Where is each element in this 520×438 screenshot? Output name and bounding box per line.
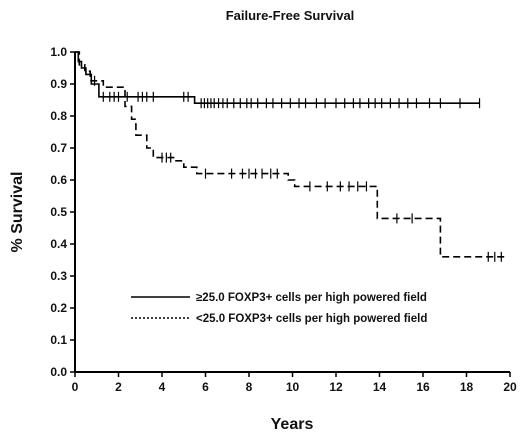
y-tick-label: 0.0: [50, 365, 67, 379]
survival-curve-high: [75, 51, 480, 104]
y-tick-label: 0.7: [50, 141, 67, 155]
y-tick-label: 0.9: [50, 77, 67, 91]
y-tick-label: 0.8: [50, 109, 67, 123]
x-tick-label: 18: [460, 380, 474, 394]
legend: ≥25.0 FOXP3+ cells per high powered fiel…: [131, 292, 427, 325]
legend-label-low: <25.0 FOXP3+ cells per high powered fiel…: [196, 313, 427, 325]
survival-curve-low: [75, 51, 506, 258]
x-axis-ticks: 0 2 4 6 8 10 12 14 16 18 20: [72, 372, 517, 394]
x-tick-label: 4: [159, 380, 166, 394]
x-tick-label: 0: [72, 380, 79, 394]
y-tick-label: 0.6: [50, 173, 67, 187]
y-axis-title: % Survival: [9, 172, 26, 253]
y-tick-label: 0.3: [50, 269, 67, 283]
y-axis-ticks: 0.0 0.1 0.2 0.3 0.4 0.5 0.6 0.7 0.8 0.9 1.0: [50, 45, 75, 379]
x-tick-label: 10: [286, 380, 300, 394]
series-low: [75, 51, 506, 262]
y-tick-label: 0.5: [50, 205, 67, 219]
chart-title: Failure-Free Survival: [226, 8, 355, 23]
x-tick-label: 8: [246, 380, 253, 394]
y-tick-label: 1.0: [50, 45, 67, 59]
x-tick-label: 12: [329, 380, 343, 394]
series-high: [75, 51, 481, 109]
x-axis-title: Years: [271, 416, 314, 433]
x-tick-label: 2: [115, 380, 122, 394]
x-tick-label: 6: [202, 380, 209, 394]
y-tick-label: 0.2: [50, 301, 67, 315]
plot-area: 0.0 0.1 0.2 0.3 0.4 0.5 0.6 0.7 0.8 0.9 1.0 0 2 4 6 8 1…: [50, 45, 517, 394]
x-tick-label: 14: [373, 380, 387, 394]
x-tick-label: 16: [416, 380, 430, 394]
legend-label-high: ≥25.0 FOXP3+ cells per high powered fiel…: [196, 292, 427, 304]
series-layer: [75, 51, 506, 262]
x-tick-label: 20: [503, 380, 517, 394]
y-tick-label: 0.1: [50, 333, 67, 347]
y-tick-label: 0.4: [50, 237, 67, 251]
